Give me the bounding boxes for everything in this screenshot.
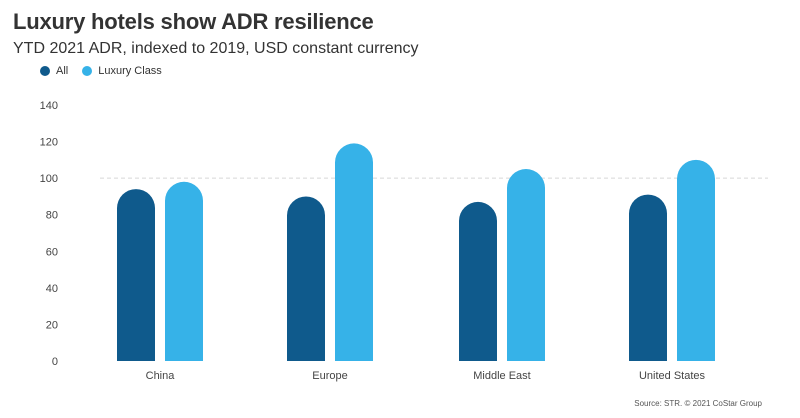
y-tick-label: 60 bbox=[46, 246, 58, 258]
source-note: Source: STR. © 2021 CoStar Group bbox=[634, 399, 762, 408]
legend-swatch-all bbox=[40, 66, 50, 76]
y-tick-label: 120 bbox=[40, 137, 58, 149]
y-tick-label: 40 bbox=[46, 283, 58, 295]
legend-swatch-luxury-class bbox=[82, 66, 93, 76]
bar-all bbox=[287, 196, 325, 361]
bar-all bbox=[459, 201, 497, 361]
x-category-label: United States bbox=[639, 370, 706, 382]
legend-label-luxury-class: Luxury Class bbox=[98, 65, 162, 77]
bar-luxury-class bbox=[165, 181, 203, 361]
bar-luxury-class bbox=[507, 169, 545, 361]
legend: All Luxury Class bbox=[40, 65, 176, 77]
y-tick-label: 140 bbox=[40, 100, 58, 112]
x-category-label: Middle East bbox=[473, 370, 530, 382]
bar-luxury-class bbox=[335, 143, 373, 361]
chart-title: Luxury hotels show ADR resilience bbox=[13, 9, 374, 34]
legend-item-luxury-class: Luxury Class bbox=[82, 65, 162, 77]
y-tick-label: 0 bbox=[52, 356, 58, 368]
legend-label-all: All bbox=[56, 65, 69, 77]
y-tick-label: 80 bbox=[46, 210, 58, 222]
bar-all bbox=[629, 194, 667, 361]
legend-item-all: All bbox=[40, 65, 68, 77]
x-category-label: Europe bbox=[312, 370, 347, 382]
y-tick-label: 100 bbox=[40, 173, 58, 185]
x-category-label: China bbox=[146, 370, 176, 382]
chart-subtitle: YTD 2021 ADR, indexed to 2019, USD const… bbox=[13, 40, 419, 57]
bar-luxury-class bbox=[677, 159, 715, 361]
y-tick-label: 20 bbox=[46, 319, 58, 331]
bar-all bbox=[117, 189, 155, 361]
